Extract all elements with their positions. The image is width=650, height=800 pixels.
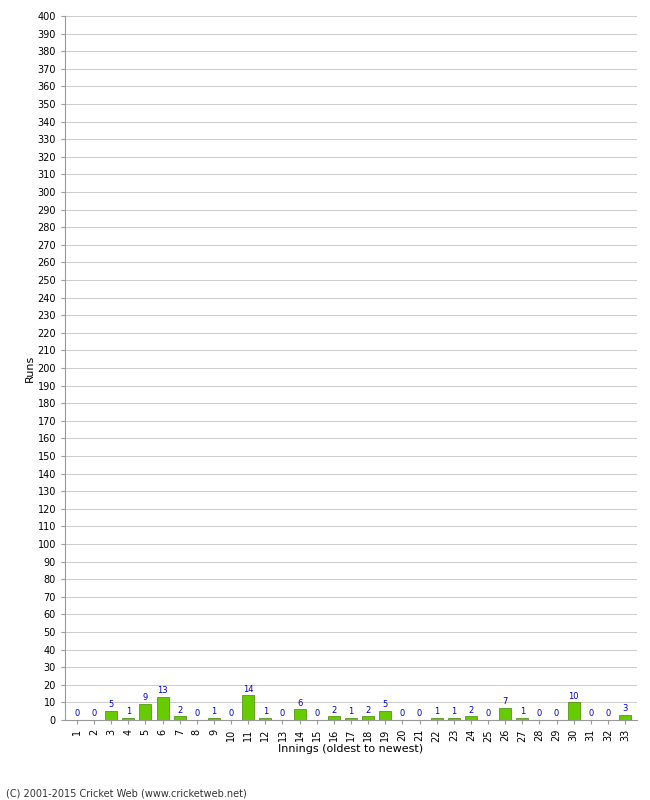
Text: 0: 0	[229, 710, 234, 718]
Text: 1: 1	[211, 707, 216, 717]
Text: 0: 0	[537, 710, 542, 718]
Text: 14: 14	[243, 685, 254, 694]
Bar	[516, 718, 528, 720]
Bar	[294, 710, 306, 720]
Bar	[157, 697, 168, 720]
Y-axis label: Runs: Runs	[25, 354, 34, 382]
Bar	[242, 695, 254, 720]
Bar	[465, 717, 477, 720]
Text: 2: 2	[177, 706, 183, 714]
Bar	[105, 711, 117, 720]
Bar	[259, 718, 271, 720]
Text: 1: 1	[125, 707, 131, 717]
Text: 0: 0	[74, 710, 79, 718]
Text: 3: 3	[622, 704, 628, 713]
Text: 5: 5	[383, 701, 388, 710]
Bar	[328, 717, 340, 720]
Text: 0: 0	[486, 710, 491, 718]
Text: 1: 1	[434, 707, 439, 717]
Text: 0: 0	[194, 710, 200, 718]
Bar	[345, 718, 357, 720]
Text: 0: 0	[280, 710, 285, 718]
Bar	[362, 717, 374, 720]
Text: 1: 1	[451, 707, 456, 717]
Bar	[379, 711, 391, 720]
Text: 0: 0	[554, 710, 559, 718]
Text: (C) 2001-2015 Cricket Web (www.cricketweb.net): (C) 2001-2015 Cricket Web (www.cricketwe…	[6, 789, 247, 798]
Bar	[174, 717, 186, 720]
Text: 10: 10	[568, 692, 579, 701]
Bar	[448, 718, 460, 720]
Text: 2: 2	[468, 706, 473, 714]
Bar	[431, 718, 443, 720]
Text: 2: 2	[332, 706, 337, 714]
Text: 13: 13	[157, 686, 168, 695]
Text: 0: 0	[92, 710, 97, 718]
Text: 1: 1	[519, 707, 525, 717]
Text: 0: 0	[605, 710, 610, 718]
Text: 9: 9	[143, 694, 148, 702]
Bar	[122, 718, 135, 720]
Bar	[619, 714, 631, 720]
Text: 5: 5	[109, 701, 114, 710]
Text: 2: 2	[365, 706, 370, 714]
Bar	[499, 708, 511, 720]
Text: 1: 1	[348, 707, 354, 717]
Text: 0: 0	[314, 710, 319, 718]
Text: 6: 6	[297, 698, 302, 708]
Text: 0: 0	[417, 710, 422, 718]
Text: 0: 0	[400, 710, 405, 718]
Bar	[567, 702, 580, 720]
Text: 0: 0	[588, 710, 593, 718]
Bar	[208, 718, 220, 720]
Bar	[140, 704, 151, 720]
Text: 1: 1	[263, 707, 268, 717]
Text: 7: 7	[502, 697, 508, 706]
X-axis label: Innings (oldest to newest): Innings (oldest to newest)	[278, 744, 424, 754]
